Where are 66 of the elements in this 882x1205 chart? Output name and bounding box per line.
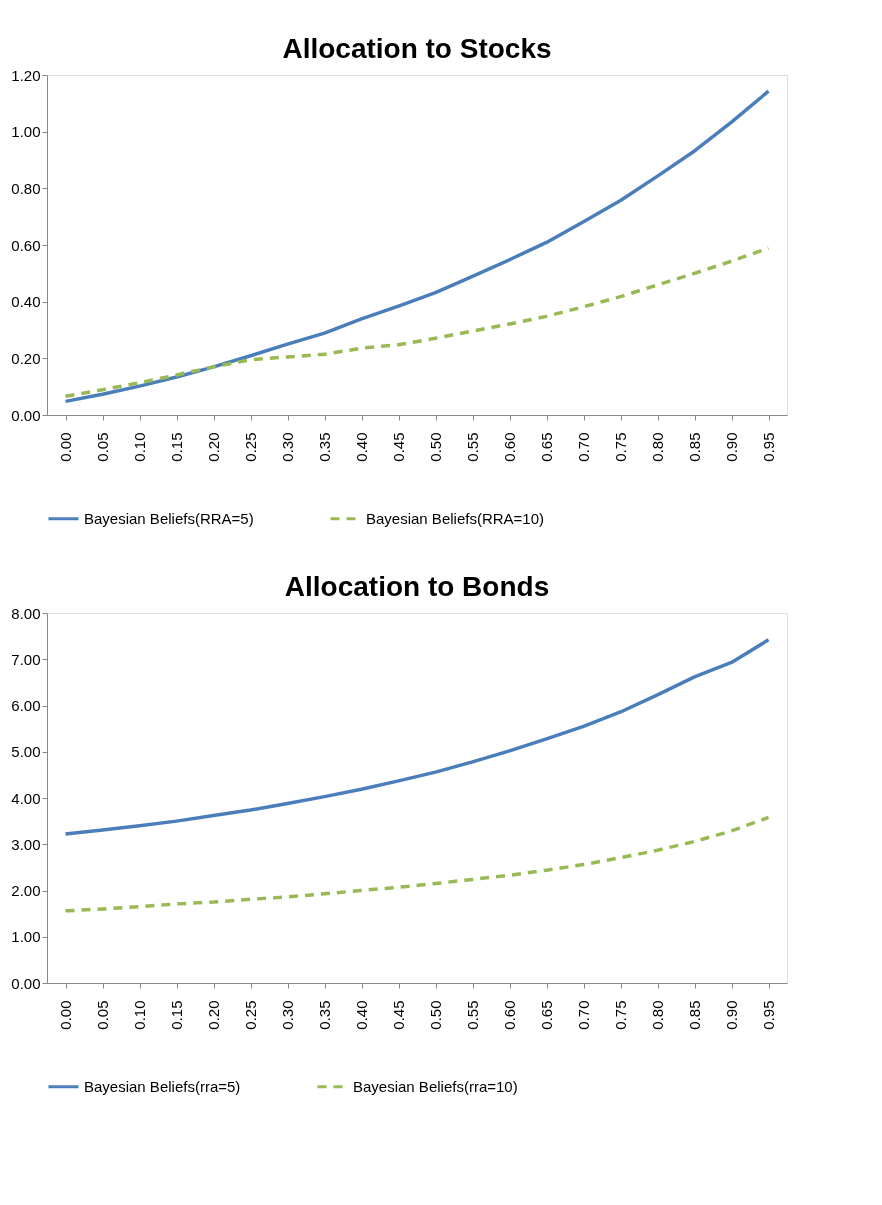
y-tick-label: 3.00 (11, 835, 41, 853)
y-tick-label: 0.60 (11, 236, 41, 254)
x-tick-label: 0.30 (279, 1000, 296, 1030)
x-tick-label: 0.80 (649, 432, 666, 462)
y-tick-label: 5.00 (11, 743, 41, 761)
x-tick-label: 0.80 (649, 1000, 666, 1030)
y-tick-label: 1.20 (11, 66, 41, 84)
y-tick-label: 0.20 (11, 349, 41, 367)
x-tick-label: 0.20 (205, 1000, 222, 1030)
chart-title: Allocation to Bonds (284, 571, 550, 602)
x-tick-label: 0.05 (94, 1000, 111, 1030)
x-tick-label: 0.00 (57, 432, 74, 462)
x-tick-label: 0.60 (501, 1000, 518, 1030)
x-tick-label: 0.55 (464, 432, 481, 462)
x-tick-label: 0.85 (686, 432, 703, 462)
x-tick-label: 0.45 (390, 1000, 407, 1030)
x-tick-label: 0.95 (760, 1000, 777, 1030)
x-tick-label: 0.90 (723, 1000, 740, 1030)
y-tick-label: 8.00 (11, 604, 41, 622)
y-tick-label: 0.00 (11, 406, 41, 424)
y-tick-label: 4.00 (11, 789, 41, 807)
legend-label: Bayesian Beliefs(rra=10) (353, 1077, 518, 1095)
x-tick-label: 0.95 (760, 432, 777, 462)
x-tick-label: 0.00 (57, 1000, 74, 1030)
line-series (63, 638, 771, 836)
chart-title: Allocation to Stocks (282, 33, 552, 64)
x-tick-label: 0.60 (501, 432, 518, 462)
x-tick-label: 0.15 (168, 432, 185, 462)
y-tick-label: 0.40 (11, 293, 41, 311)
x-tick-label: 0.25 (242, 432, 259, 462)
y-tick-label: 0.80 (11, 179, 41, 197)
line-series (63, 815, 771, 913)
x-tick-label: 0.65 (538, 432, 555, 462)
x-tick-label: 0.45 (390, 432, 407, 462)
x-tick-label: 0.25 (242, 1000, 259, 1030)
x-tick-label: 0.75 (612, 432, 629, 462)
x-tick-label: 0.40 (353, 432, 370, 462)
x-tick-label: 0.05 (94, 432, 111, 462)
x-tick-label: 0.20 (205, 432, 222, 462)
x-tick-label: 0.50 (427, 1000, 444, 1030)
y-tick-label: 7.00 (11, 650, 41, 668)
x-tick-label: 0.70 (575, 432, 592, 462)
x-tick-label: 0.75 (612, 1000, 629, 1030)
legend-label: Bayesian Beliefs(rra=5) (84, 1077, 241, 1095)
legend-label: Bayesian Beliefs(RRA=10) (366, 509, 545, 527)
line-series (63, 89, 771, 404)
x-tick-label: 0.35 (316, 1000, 333, 1030)
x-tick-label: 0.35 (316, 432, 333, 462)
x-tick-label: 0.15 (168, 1000, 185, 1030)
x-tick-label: 0.85 (686, 1000, 703, 1030)
x-tick-label: 0.50 (427, 432, 444, 462)
x-tick-label: 0.65 (538, 1000, 555, 1030)
y-tick-label: 2.00 (11, 882, 41, 899)
legend-label: Bayesian Beliefs(RRA=5) (84, 509, 254, 527)
x-tick-label: 0.10 (131, 432, 148, 462)
x-tick-label: 0.30 (279, 432, 296, 462)
y-tick-label: 1.00 (11, 123, 41, 141)
x-tick-label: 0.40 (353, 1000, 370, 1030)
y-tick-label: 0.00 (11, 974, 41, 992)
x-tick-label: 0.55 (464, 1000, 481, 1030)
x-tick-label: 0.70 (575, 1000, 592, 1030)
x-tick-label: 0.90 (723, 432, 740, 462)
line-series (63, 246, 771, 399)
y-tick-label: 1.00 (11, 928, 41, 946)
x-tick-label: 0.10 (131, 1000, 148, 1030)
y-tick-label: 6.00 (11, 697, 41, 714)
